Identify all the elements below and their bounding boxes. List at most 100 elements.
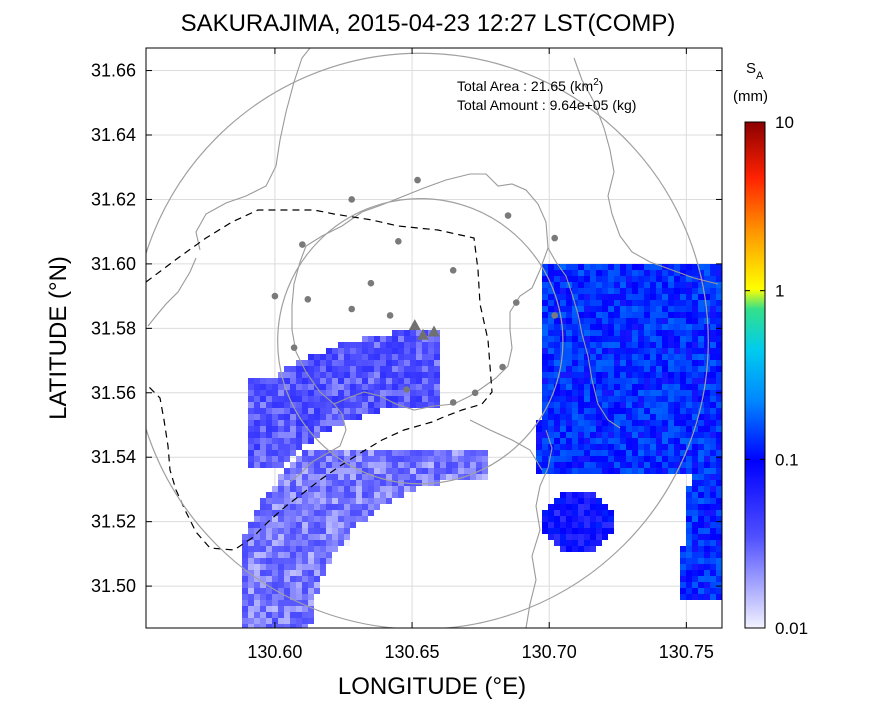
field-cell bbox=[716, 360, 722, 366]
field-cell bbox=[452, 456, 458, 462]
field-cell bbox=[638, 402, 644, 408]
field-cell bbox=[440, 450, 446, 456]
field-cell bbox=[590, 438, 596, 444]
field-cell bbox=[716, 342, 722, 348]
field-cell bbox=[680, 282, 686, 288]
field-cell bbox=[326, 480, 332, 486]
field-cell bbox=[590, 414, 596, 420]
field-cell bbox=[578, 444, 584, 450]
field-cell bbox=[614, 384, 620, 390]
field-cell bbox=[314, 408, 320, 414]
field-cell bbox=[284, 564, 290, 570]
field-cell bbox=[248, 450, 254, 456]
field-cell bbox=[692, 366, 698, 372]
field-cell bbox=[578, 396, 584, 402]
field-cell bbox=[344, 492, 350, 498]
field-cell bbox=[434, 462, 440, 468]
field-cell bbox=[638, 420, 644, 426]
field-cell bbox=[578, 336, 584, 342]
field-cell bbox=[362, 474, 368, 480]
field-cell bbox=[278, 426, 284, 432]
field-cell bbox=[560, 276, 566, 282]
field-cell bbox=[596, 432, 602, 438]
field-cell bbox=[608, 348, 614, 354]
field-cell bbox=[554, 408, 560, 414]
x-tick-label: 130.75 bbox=[659, 642, 714, 662]
field-cell bbox=[554, 462, 560, 468]
field-cell bbox=[638, 348, 644, 354]
field-cell bbox=[362, 408, 368, 414]
y-tick-label: 31.62 bbox=[91, 189, 136, 209]
field-cell bbox=[692, 336, 698, 342]
field-cell bbox=[554, 444, 560, 450]
field-cell bbox=[572, 270, 578, 276]
field-cell bbox=[332, 372, 338, 378]
field-cell bbox=[560, 504, 566, 510]
field-cell bbox=[566, 312, 572, 318]
field-cell bbox=[380, 390, 386, 396]
field-cell bbox=[710, 294, 716, 300]
field-cell bbox=[284, 510, 290, 516]
field-cell bbox=[248, 438, 254, 444]
field-cell bbox=[284, 582, 290, 588]
field-cell bbox=[332, 522, 338, 528]
field-cell bbox=[362, 492, 368, 498]
field-cell bbox=[542, 450, 548, 456]
field-cell bbox=[344, 450, 350, 456]
field-cell bbox=[554, 498, 560, 504]
field-cell bbox=[710, 504, 716, 510]
field-cell bbox=[614, 432, 620, 438]
field-cell bbox=[560, 306, 566, 312]
field-cell bbox=[560, 366, 566, 372]
field-cell bbox=[266, 552, 272, 558]
field-cell bbox=[320, 396, 326, 402]
field-cell bbox=[668, 384, 674, 390]
field-cell bbox=[614, 468, 620, 474]
field-cell bbox=[692, 546, 698, 552]
field-cell bbox=[344, 348, 350, 354]
field-cell bbox=[650, 282, 656, 288]
field-cell bbox=[290, 384, 296, 390]
field-cell bbox=[554, 348, 560, 354]
field-cell bbox=[284, 468, 290, 474]
field-cell bbox=[332, 498, 338, 504]
field-cell bbox=[614, 414, 620, 420]
field-cell bbox=[338, 474, 344, 480]
field-cell bbox=[386, 390, 392, 396]
field-cell bbox=[248, 426, 254, 432]
field-cell bbox=[302, 624, 308, 628]
field-cell bbox=[638, 288, 644, 294]
field-cell bbox=[674, 462, 680, 468]
field-cell bbox=[404, 378, 410, 384]
field-cell bbox=[344, 474, 350, 480]
field-cell bbox=[668, 330, 674, 336]
field-cell bbox=[680, 324, 686, 330]
station-marker bbox=[551, 312, 558, 319]
field-cell bbox=[626, 330, 632, 336]
field-cell bbox=[686, 510, 692, 516]
field-cell bbox=[584, 336, 590, 342]
field-cell bbox=[380, 456, 386, 462]
field-cell bbox=[644, 408, 650, 414]
field-cell bbox=[632, 414, 638, 420]
field-cell bbox=[422, 372, 428, 378]
field-cell bbox=[608, 318, 614, 324]
field-cell bbox=[560, 432, 566, 438]
field-cell bbox=[428, 468, 434, 474]
field-cell bbox=[272, 390, 278, 396]
field-cell bbox=[704, 468, 710, 474]
field-cell bbox=[548, 372, 554, 378]
field-cell bbox=[560, 522, 566, 528]
field-cell bbox=[590, 390, 596, 396]
field-cell bbox=[668, 342, 674, 348]
field-cell bbox=[692, 498, 698, 504]
field-cell bbox=[320, 540, 326, 546]
field-cell bbox=[350, 450, 356, 456]
field-cell bbox=[638, 384, 644, 390]
field-cell bbox=[272, 546, 278, 552]
field-cell bbox=[248, 534, 254, 540]
field-cell bbox=[344, 462, 350, 468]
field-cell bbox=[620, 438, 626, 444]
field-cell bbox=[314, 402, 320, 408]
field-cell bbox=[308, 426, 314, 432]
